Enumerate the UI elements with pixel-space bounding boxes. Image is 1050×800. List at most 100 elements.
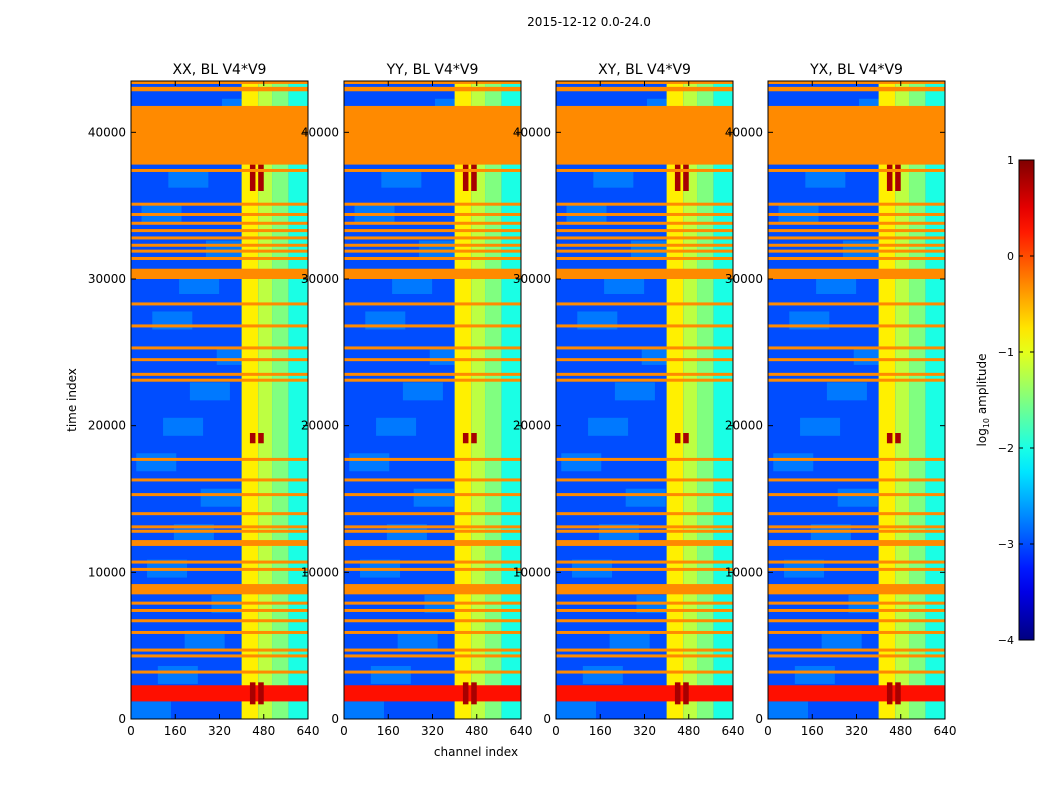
x-tick-label: 480: [465, 724, 488, 738]
strong-rfi-block: [674, 433, 681, 444]
noise-patch: [810, 524, 851, 543]
y-tick-label: 10000: [88, 565, 126, 579]
y-tick-label: 30000: [513, 272, 551, 286]
flag-line: [344, 168, 521, 172]
flag-line: [768, 229, 945, 233]
flag-line: [556, 529, 733, 533]
noise-patch: [344, 701, 384, 719]
strong-rfi-block: [683, 682, 689, 705]
flag-line: [768, 560, 945, 564]
flag-line: [556, 229, 733, 233]
noise-patch: [179, 276, 220, 295]
flag-line: [131, 619, 308, 623]
colorbar-tick-label: 1: [1007, 154, 1014, 167]
flag-line: [556, 236, 733, 240]
noise-patch: [821, 630, 862, 649]
noise-patch: [168, 169, 209, 188]
x-tick-label: 320: [208, 724, 231, 738]
flagged-range: [768, 584, 945, 595]
strong-rfi-block: [895, 164, 901, 191]
flag-line: [768, 324, 945, 328]
noise-patch: [200, 488, 241, 507]
flag-line: [131, 378, 308, 382]
flag-line: [768, 221, 945, 225]
strong-rfi-block: [895, 433, 901, 444]
flag-line: [556, 493, 733, 497]
y-tick-label: 0: [118, 712, 126, 726]
flag-line: [344, 249, 521, 253]
x-tick-label: 320: [421, 724, 444, 738]
flag-line: [556, 378, 733, 382]
flag-line: [131, 236, 308, 240]
y-tick-label: 20000: [513, 419, 551, 433]
x-tick-label: 0: [127, 724, 135, 738]
noise-patch: [630, 240, 671, 259]
panels: XX, BL V4*V9 0 160 320 480 640 0 10000 20000 3000…: [88, 62, 957, 738]
flag-line: [556, 324, 733, 328]
y-tick-label: 20000: [301, 419, 339, 433]
noise-patch: [609, 630, 650, 649]
noise-patch: [136, 453, 177, 472]
flag-line: [131, 493, 308, 497]
flag-line: [344, 670, 521, 674]
flag-line: [344, 358, 521, 362]
flag-line: [131, 670, 308, 674]
strong-rfi-block: [674, 682, 681, 705]
flag-line: [344, 372, 521, 376]
x-tick-label: 0: [552, 724, 560, 738]
flag-line: [344, 302, 521, 306]
flag-line: [768, 346, 945, 350]
flag-line: [556, 168, 733, 172]
flag-line: [131, 512, 308, 516]
flag-line: [344, 236, 521, 240]
flagged-range: [131, 105, 308, 165]
flagged-range: [768, 268, 945, 279]
noise-patch: [163, 417, 204, 436]
rfi-channel-band: [683, 81, 698, 719]
flag-line: [344, 212, 521, 216]
flag-line: [556, 560, 733, 564]
y-tick-label: 30000: [725, 272, 763, 286]
rfi-channel-band: [878, 81, 896, 719]
flagged-range: [556, 540, 733, 546]
noise-patch: [794, 665, 835, 684]
strong-rfi-block: [258, 433, 264, 444]
y-tick-label: 30000: [301, 272, 339, 286]
flag-line: [344, 648, 521, 652]
flag-line: [768, 529, 945, 533]
flag-line: [344, 525, 521, 529]
strong-rfi-block: [471, 164, 477, 191]
noise-patch: [800, 417, 841, 436]
noise-patch: [157, 665, 198, 684]
flagged-range: [344, 540, 521, 546]
flag-line: [768, 648, 945, 652]
colorbar-label: log10 amplitude: [975, 354, 991, 447]
flag-line: [556, 630, 733, 634]
strong-rfi-block: [886, 433, 893, 444]
flag-line: [131, 249, 308, 253]
flag-line: [131, 567, 308, 571]
flagged-range: [131, 268, 308, 279]
flag-line: [344, 457, 521, 461]
x-tick-label: 480: [889, 724, 912, 738]
noise-patch: [598, 524, 639, 543]
rfi-channel-band: [501, 81, 521, 719]
flag-line: [556, 358, 733, 362]
flag-line: [131, 346, 308, 350]
noise-patch: [826, 382, 867, 401]
noise-patch: [349, 453, 390, 472]
strong-rfi-block: [886, 682, 893, 705]
flag-line: [556, 567, 733, 571]
y-tick-label: 0: [755, 712, 763, 726]
flag-line: [344, 619, 521, 623]
flag-line: [131, 324, 308, 328]
flag-line: [556, 608, 733, 612]
colorbar-tick-label: 0: [1007, 250, 1014, 263]
noise-patch: [805, 169, 846, 188]
flag-line: [556, 601, 733, 605]
flag-line: [768, 236, 945, 240]
noise-patch: [376, 417, 417, 436]
strong-rfi-block: [249, 164, 256, 191]
noise-patch: [604, 276, 645, 295]
x-tick-label: 0: [340, 724, 348, 738]
